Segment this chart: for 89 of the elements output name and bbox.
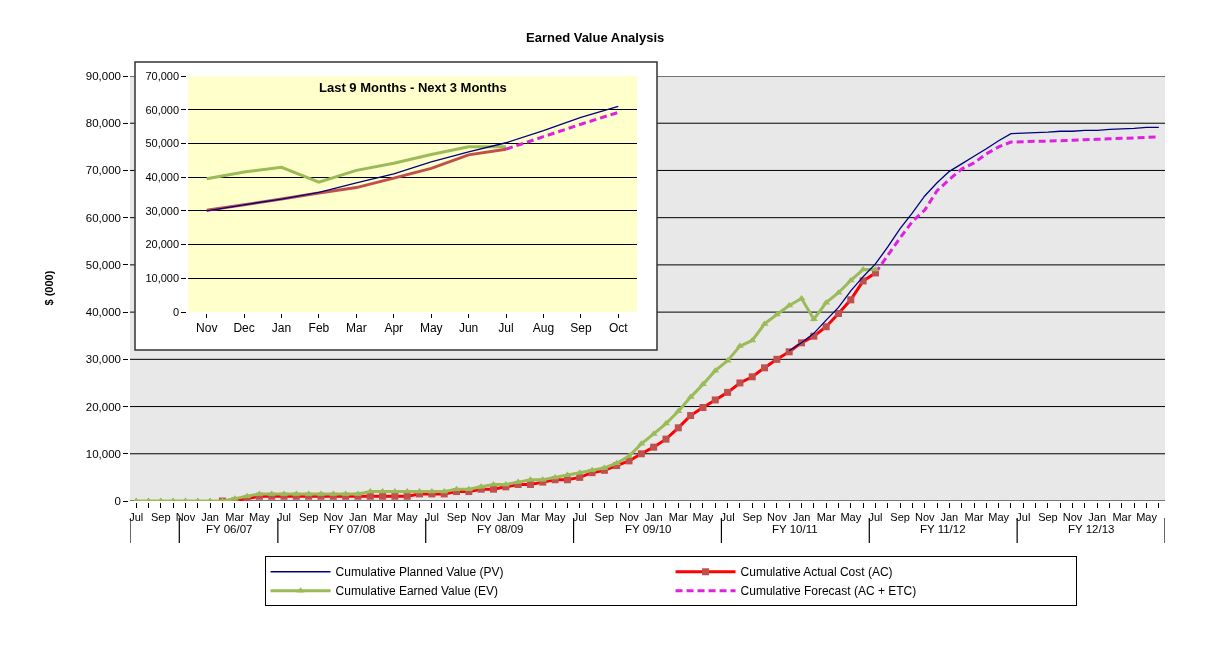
y-tick-label: 10,000 bbox=[145, 272, 180, 285]
legend-label: Cumulative Planned Value (PV) bbox=[335, 565, 504, 580]
y-tick-label: 70,000 bbox=[85, 164, 121, 177]
x-tick-label: Jan bbox=[644, 510, 663, 523]
y-tick-label: 50,000 bbox=[85, 258, 121, 271]
x-tick-label: Nov bbox=[1062, 510, 1083, 523]
x-tick-label: Jan bbox=[1088, 510, 1107, 523]
chart-title: Earned Value Analysis bbox=[526, 30, 665, 45]
legend-label: Cumulative Earned Value (EV) bbox=[335, 584, 499, 599]
x-tick-label: Sep bbox=[890, 510, 910, 523]
x-tick-label: Jan bbox=[792, 510, 811, 523]
y-tick-label: 10,000 bbox=[85, 447, 121, 460]
y-tick-label: 70,000 bbox=[145, 69, 180, 82]
x-tick-label: Jul bbox=[129, 510, 144, 523]
x-tick-label: Sep bbox=[1038, 510, 1058, 523]
x-tick-label: Mar bbox=[1112, 510, 1132, 523]
y-tick-label: 30,000 bbox=[145, 204, 180, 217]
x-tick-label: Sep bbox=[298, 510, 319, 523]
text: FY 11/12 bbox=[920, 523, 966, 535]
y-tick-label: 40,000 bbox=[85, 306, 121, 319]
x-tick-label: Feb bbox=[308, 321, 330, 336]
x-tick-label: Sep bbox=[594, 510, 615, 523]
x-tick-label: Aug bbox=[532, 321, 555, 336]
x-tick-label: Sep bbox=[742, 510, 763, 523]
x-tick-label: Mar bbox=[520, 510, 541, 523]
y-tick-label: 20,000 bbox=[145, 238, 180, 251]
y-tick-label: 0 bbox=[114, 495, 121, 508]
x-tick-label: Jan bbox=[940, 510, 959, 523]
x-tick-label: Mar bbox=[668, 510, 689, 523]
x-tick-label: Nov bbox=[471, 510, 492, 523]
x-tick-label: May bbox=[1136, 510, 1158, 523]
y-tick-label: 60,000 bbox=[145, 103, 180, 116]
x-tick-label: Nov bbox=[914, 510, 936, 523]
line-series bbox=[206, 105, 619, 212]
x-tick-label: Mar bbox=[373, 510, 393, 523]
text: FY 09/10 bbox=[625, 523, 672, 535]
legend-label: Cumulative Forecast (AC + ETC) bbox=[740, 584, 917, 599]
x-tick-label: Jul bbox=[424, 510, 439, 523]
x-tick-label: Jan bbox=[271, 321, 292, 336]
x-tick-label: Nov bbox=[175, 510, 196, 523]
y-tick-label: 90,000 bbox=[85, 70, 121, 83]
x-tick-label: May bbox=[544, 510, 566, 523]
x-tick-label: Mar bbox=[346, 321, 367, 336]
legend-label: Cumulative Actual Cost (AC) bbox=[740, 565, 893, 580]
x-tick-label: Oct bbox=[608, 321, 629, 336]
text: FY 06/07 bbox=[206, 523, 253, 535]
x-tick-label: Jan bbox=[496, 510, 515, 523]
x-tick-label: May bbox=[248, 510, 271, 523]
x-tick-label: May bbox=[419, 321, 443, 336]
x-tick-label: Dec bbox=[233, 321, 255, 336]
x-tick-label: Nov bbox=[767, 510, 788, 523]
y-tick-label: 0 bbox=[172, 305, 180, 318]
x-tick-label: Sep bbox=[446, 510, 467, 523]
y-tick-label: 30,000 bbox=[85, 353, 121, 366]
y-axis-title: $ (000) bbox=[42, 270, 55, 306]
x-tick-label: Mar bbox=[964, 510, 984, 523]
x-tick-label: Jun bbox=[458, 321, 479, 336]
x-tick-label: Sep bbox=[151, 510, 171, 523]
line-series bbox=[504, 110, 620, 151]
x-tick-label: Jul bbox=[720, 510, 735, 523]
x-tick-label: Jan bbox=[349, 510, 367, 523]
x-tick-label: Apr bbox=[384, 321, 404, 336]
y-tick-label: 50,000 bbox=[145, 137, 180, 150]
x-tick-label: Mar bbox=[816, 510, 836, 523]
x-tick-label: Jul bbox=[498, 321, 514, 336]
x-tick-label: May bbox=[988, 510, 1010, 523]
y-tick-label: 20,000 bbox=[85, 400, 121, 413]
chart-title: Last 9 Months - Next 3 Months bbox=[319, 80, 507, 95]
x-tick-label: Jul bbox=[1016, 510, 1031, 523]
x-tick-label: May bbox=[396, 510, 419, 523]
text: FY 12/13 bbox=[1068, 523, 1115, 535]
x-tick-label: Nov bbox=[323, 510, 344, 523]
x-tick-label: May bbox=[840, 510, 862, 523]
y-tick-label: 40,000 bbox=[145, 170, 180, 183]
x-tick-label: Mar bbox=[225, 510, 245, 523]
y-tick-label: 80,000 bbox=[85, 117, 121, 130]
text: FY 10/11 bbox=[772, 523, 818, 535]
text: FY 07/08 bbox=[329, 523, 376, 535]
x-tick-label: Jul bbox=[572, 510, 587, 523]
x-tick-label: Nov bbox=[196, 321, 218, 336]
text: FY 08/09 bbox=[477, 523, 524, 535]
x-tick-label: Jul bbox=[276, 510, 292, 523]
x-tick-label: Sep bbox=[570, 321, 592, 336]
x-tick-label: Jan bbox=[201, 510, 219, 523]
y-tick-label: 60,000 bbox=[85, 211, 121, 224]
line-series bbox=[205, 145, 508, 184]
x-tick-label: Nov bbox=[619, 510, 640, 523]
x-tick-label: May bbox=[692, 510, 714, 523]
x-tick-label: Jul bbox=[868, 510, 883, 523]
